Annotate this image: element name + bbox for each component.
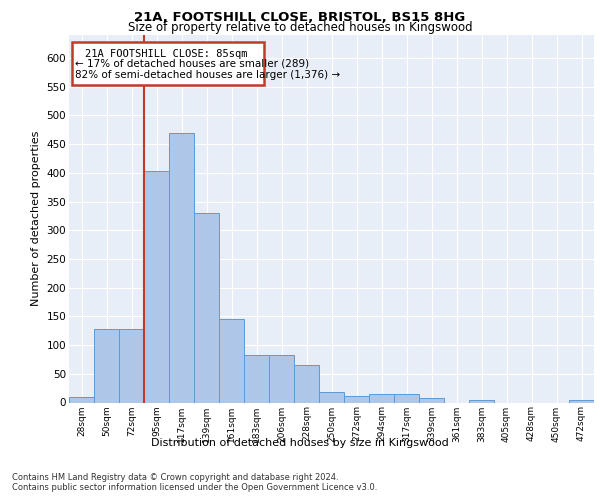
Bar: [294, 365, 319, 403]
Bar: [244, 355, 269, 403]
Bar: [144, 171, 169, 402]
Bar: [169, 132, 194, 402]
Text: Contains HM Land Registry data © Crown copyright and database right 2024.: Contains HM Land Registry data © Crown c…: [12, 472, 338, 482]
Text: Size of property relative to detached houses in Kingswood: Size of property relative to detached ho…: [128, 22, 472, 35]
Text: Distribution of detached houses by size in Kingswood: Distribution of detached houses by size …: [151, 438, 449, 448]
Text: Contains public sector information licensed under the Open Government Licence v3: Contains public sector information licen…: [12, 484, 377, 492]
Bar: [269, 355, 294, 403]
Text: 21A FOOTSHILL CLOSE: 85sqm: 21A FOOTSHILL CLOSE: 85sqm: [85, 49, 248, 59]
Bar: [319, 392, 344, 402]
Bar: [194, 213, 219, 402]
Bar: [569, 400, 594, 402]
Y-axis label: Number of detached properties: Number of detached properties: [31, 131, 41, 306]
Bar: [394, 394, 419, 402]
Bar: [69, 398, 94, 402]
Text: 82% of semi-detached houses are larger (1,376) →: 82% of semi-detached houses are larger (…: [75, 70, 340, 80]
Bar: [71, 42, 264, 85]
Bar: [219, 319, 244, 402]
Bar: [344, 396, 369, 402]
Bar: [469, 400, 494, 402]
Text: ← 17% of detached houses are smaller (289): ← 17% of detached houses are smaller (28…: [75, 58, 310, 68]
Bar: [419, 398, 444, 402]
Bar: [94, 329, 119, 402]
Bar: [369, 394, 394, 402]
Bar: [119, 329, 144, 402]
Text: 21A, FOOTSHILL CLOSE, BRISTOL, BS15 8HG: 21A, FOOTSHILL CLOSE, BRISTOL, BS15 8HG: [134, 11, 466, 24]
